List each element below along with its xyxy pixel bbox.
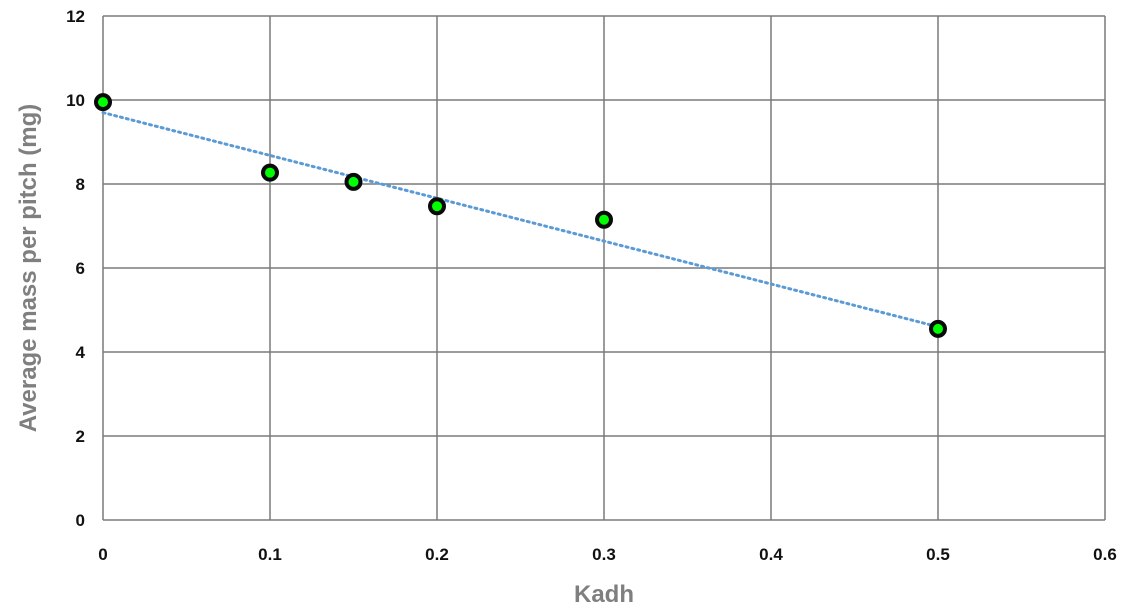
x-tick-label: 0.1 [258, 545, 282, 564]
data-point [261, 163, 279, 182]
y-axis-title: Average mass per pitch (mg) [15, 104, 42, 433]
data-point [428, 197, 446, 216]
data-point [94, 93, 112, 112]
x-tick-label: 0.2 [425, 545, 449, 564]
y-tick-label: 4 [76, 343, 86, 362]
data-point [344, 172, 363, 191]
y-tick-label: 8 [76, 175, 85, 194]
trendline [101, 111, 940, 329]
x-tick-label: 0.4 [759, 545, 783, 564]
data-points [94, 93, 947, 338]
x-axis-title: Kadh [574, 581, 634, 608]
tick-labels: 0 0.1 0.2 0.3 0.4 0.5 0.6 0 2 4 6 8 10 12 [66, 7, 1117, 564]
y-tick-label: 12 [66, 7, 85, 26]
y-tick-label: 10 [66, 91, 85, 110]
y-tick-label: 2 [76, 427, 85, 446]
data-point [595, 210, 613, 229]
x-tick-label: 0.5 [926, 545, 950, 564]
y-tick-label: 6 [76, 259, 85, 278]
data-point [929, 319, 947, 338]
x-tick-label: 0.3 [592, 545, 616, 564]
x-tick-label: 0.6 [1093, 545, 1117, 564]
grid-lines [102, 15, 1106, 521]
y-tick-label: 0 [76, 511, 85, 530]
trendline-group [101, 111, 940, 329]
x-tick-label: 0 [98, 545, 107, 564]
